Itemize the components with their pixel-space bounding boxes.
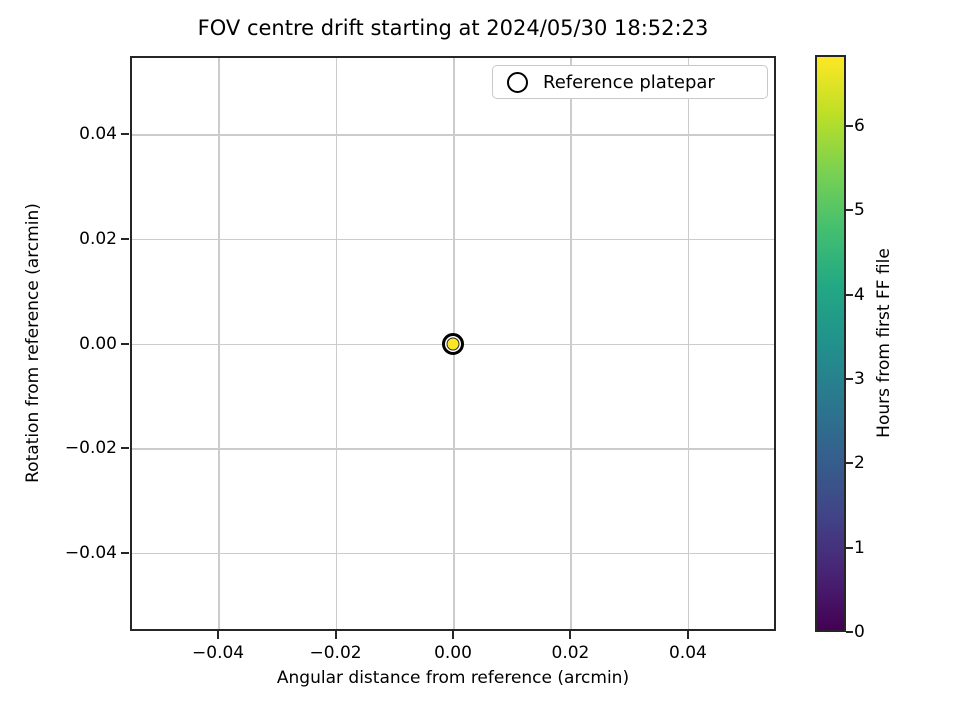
plot-area: Reference platepar — [130, 56, 776, 631]
colorbar-tick-label: 2 — [854, 453, 865, 474]
open-circle-marker-icon — [507, 71, 528, 93]
chart-title: FOV centre drift starting at 2024/05/30 … — [197, 16, 709, 40]
y-tick-label: −0.02 — [64, 438, 117, 459]
y-tick — [121, 551, 129, 554]
scatter-point — [446, 337, 460, 350]
x-tick — [452, 631, 454, 639]
y-gridline — [132, 552, 774, 555]
x-tick-label: −0.04 — [192, 643, 245, 663]
y-tick — [121, 237, 129, 240]
y-tick-label: −0.04 — [64, 542, 117, 563]
x-tick-label: 0.02 — [551, 643, 590, 663]
colorbar-tick-label: 3 — [854, 368, 865, 389]
x-tick-label: 0.04 — [668, 643, 707, 663]
x-tick — [334, 631, 337, 639]
colorbar-tick — [846, 293, 853, 296]
y-gridline — [132, 134, 774, 136]
x-tick-label: 0.00 — [434, 643, 472, 663]
y-gridline — [132, 238, 774, 241]
y-tick — [121, 133, 129, 136]
x-tick — [569, 631, 572, 639]
colorbar-tick — [846, 546, 853, 549]
y-tick-label: 0.02 — [79, 228, 117, 249]
colorbar — [815, 55, 846, 632]
colorbar-tick — [846, 462, 853, 465]
y-tick — [121, 342, 129, 345]
x-tick-label: −0.02 — [309, 643, 362, 663]
colorbar-tick-label: 6 — [854, 115, 865, 136]
y-axis-label: Rotation from reference (arcmin) — [23, 203, 43, 483]
y-tick — [121, 447, 129, 450]
x-axis-label: Angular distance from reference (arcmin) — [276, 668, 630, 688]
colorbar-tick — [846, 631, 853, 633]
colorbar-tick-label: 1 — [854, 537, 865, 558]
legend-label: Reference platepar — [543, 71, 715, 93]
colorbar-tick — [846, 209, 853, 212]
legend: Reference platepar — [492, 65, 768, 99]
colorbar-tick-label: 4 — [854, 284, 865, 305]
colorbar-tick — [846, 124, 853, 127]
y-tick-label: 0.00 — [79, 333, 117, 354]
x-tick — [217, 631, 220, 639]
colorbar-tick-label: 5 — [854, 200, 865, 221]
colorbar-tick — [846, 377, 853, 380]
colorbar-tick-label: 0 — [854, 622, 865, 642]
y-gridline — [132, 448, 774, 450]
x-tick — [686, 631, 689, 639]
y-tick-label: 0.04 — [79, 124, 117, 145]
colorbar-label: Hours from first FF file — [874, 248, 894, 438]
